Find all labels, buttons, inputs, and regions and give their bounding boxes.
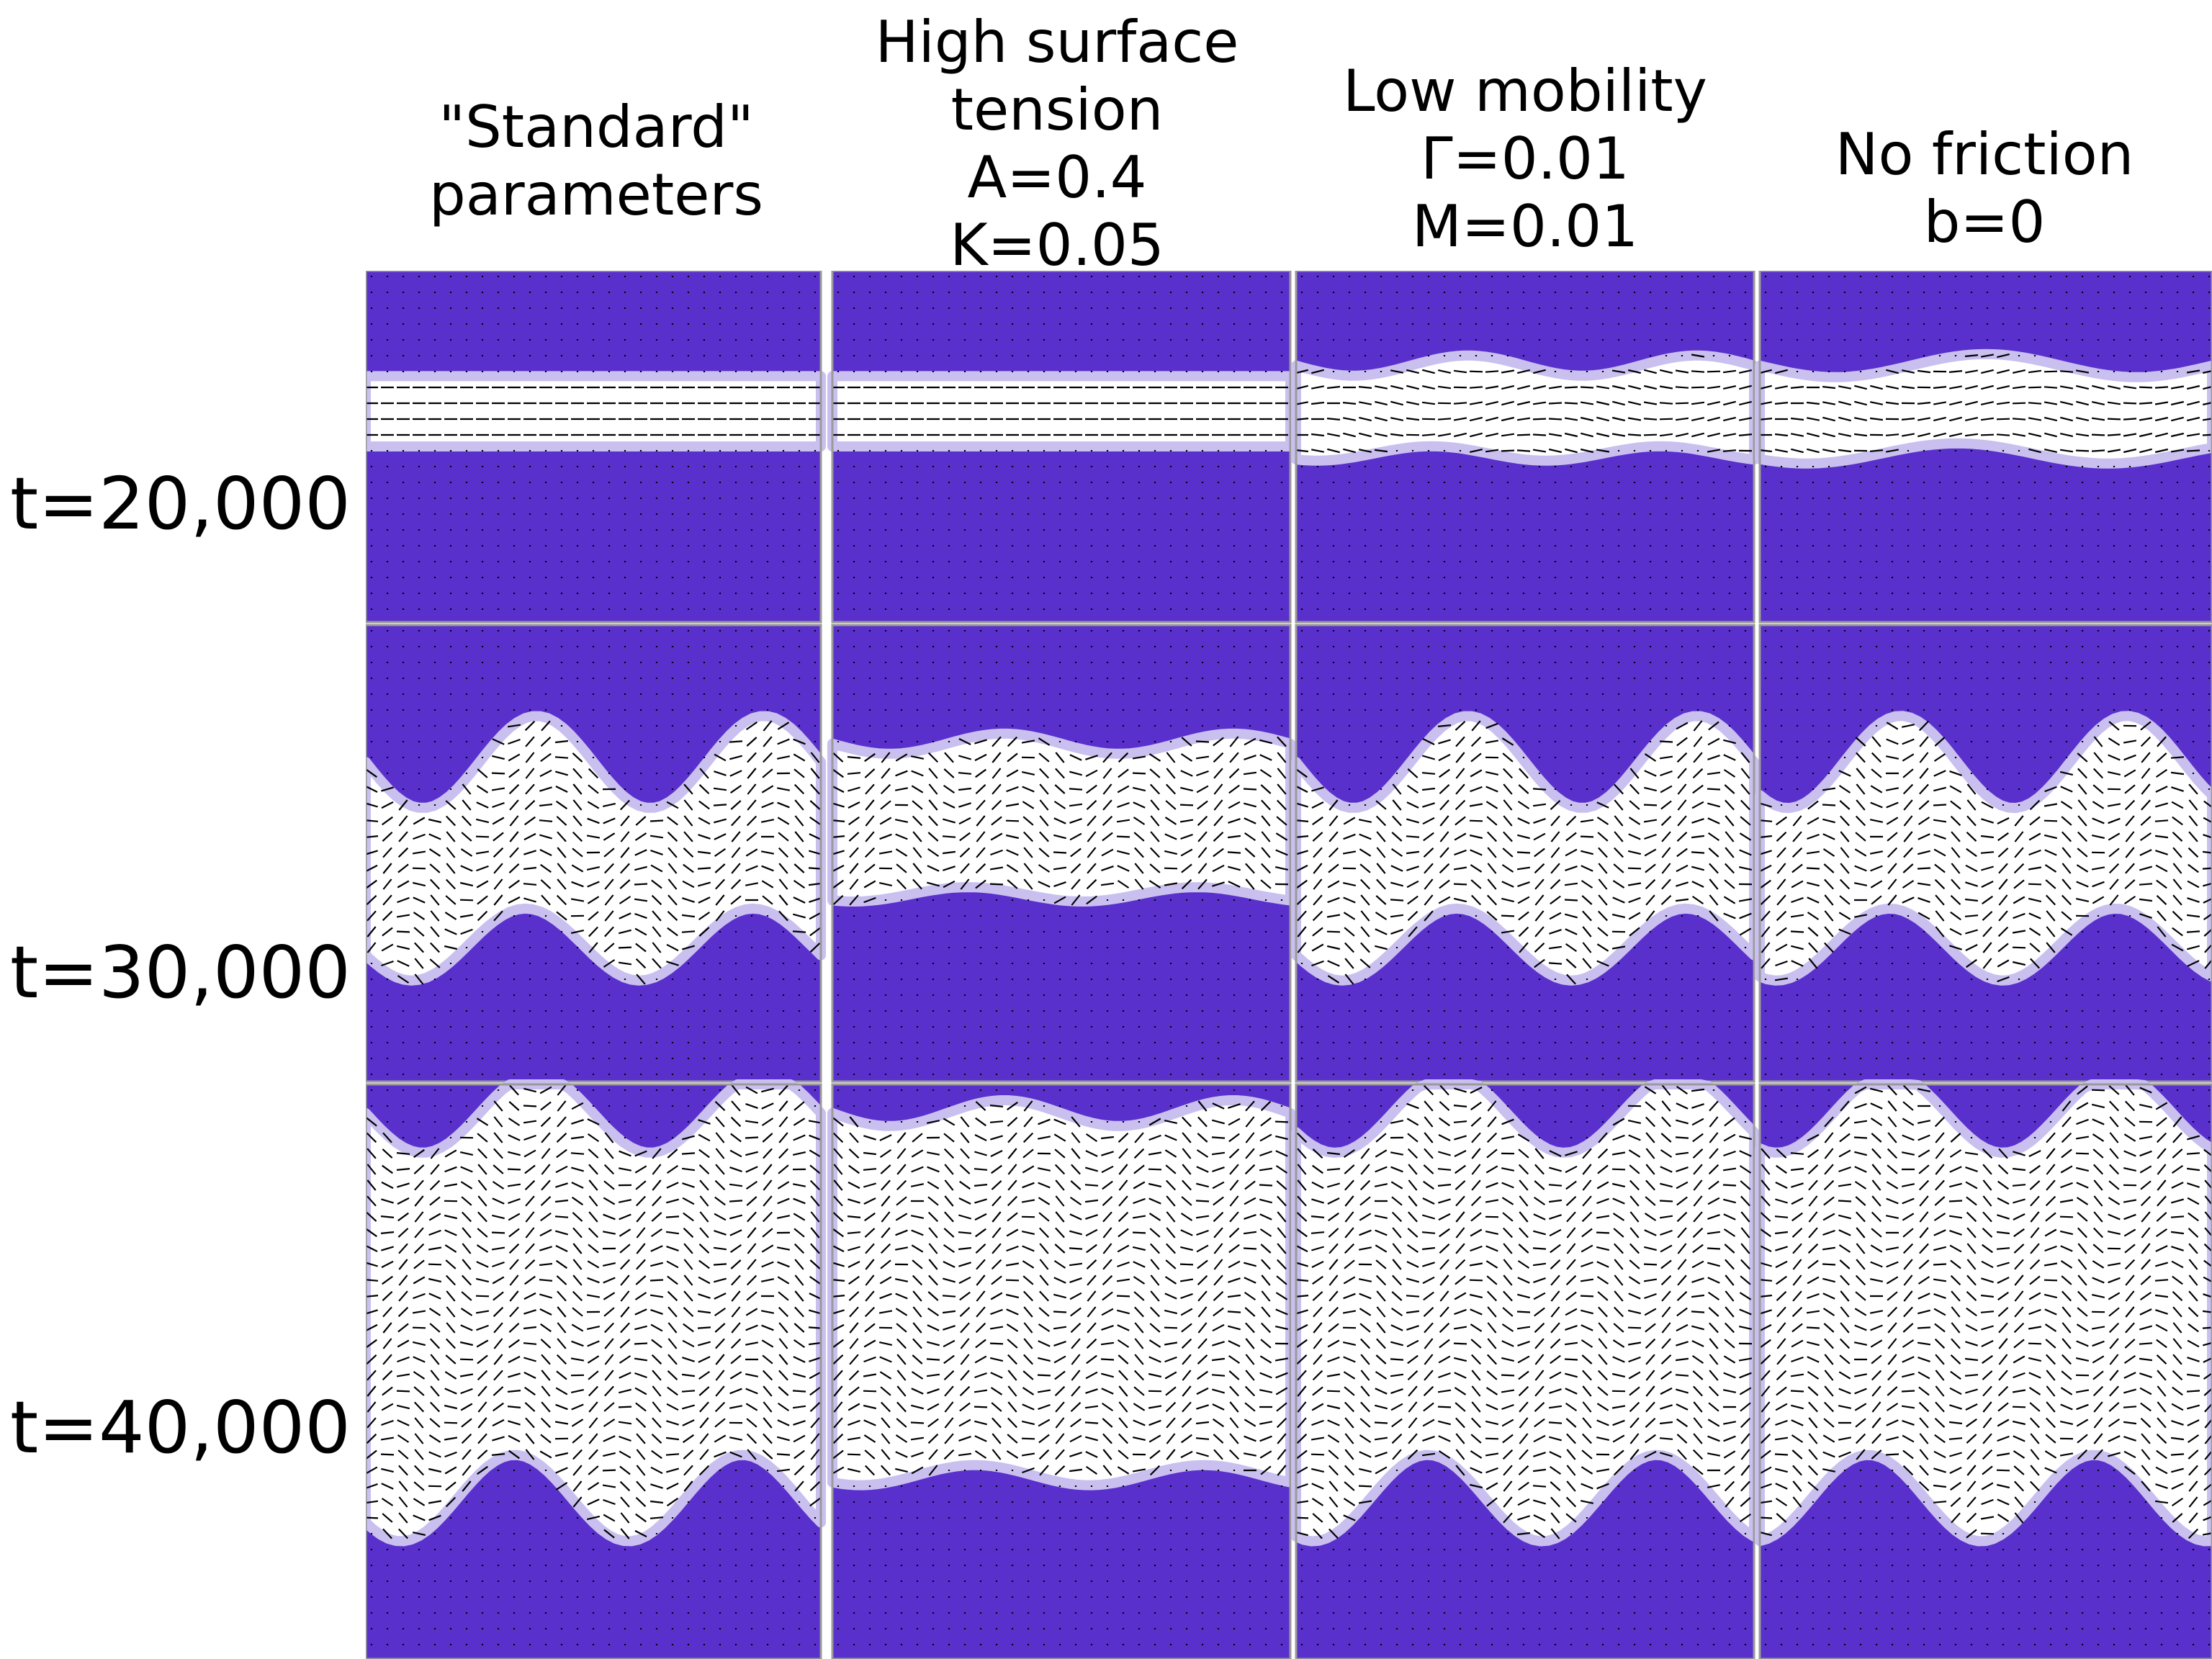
col-title-nf-line2: b=0 bbox=[1923, 189, 2046, 256]
simulation-panel-low-mobility-t30000 bbox=[1291, 624, 1759, 1083]
director-field-dashes bbox=[1295, 630, 1753, 1075]
director-field-dashes bbox=[1758, 1084, 2212, 1645]
col-title-nf-line1: No friction bbox=[1835, 121, 2134, 188]
row-label-t30000: t=30,000 bbox=[10, 930, 351, 1015]
panel-frame bbox=[366, 271, 822, 624]
panel-frame bbox=[366, 624, 822, 1083]
col-title-standard: "Standard" parameters bbox=[373, 94, 819, 229]
panel-frame bbox=[1758, 271, 2212, 624]
panel-frame bbox=[1758, 1083, 2212, 1659]
simulation-panel-high-surface-tension-t40000 bbox=[827, 1083, 1295, 1659]
simulation-panel-standard-t20000 bbox=[366, 271, 826, 624]
director-field-dashes bbox=[1295, 1084, 1753, 1645]
panel-frame bbox=[831, 271, 1292, 624]
panel-frame bbox=[366, 1083, 822, 1659]
col-title-lm-line3: M=0.01 bbox=[1411, 193, 1639, 260]
panel-frame bbox=[1295, 624, 1755, 1083]
col-title-standard-line1: "Standard" bbox=[439, 94, 754, 161]
col-title-hst-line1: High surface bbox=[875, 9, 1239, 76]
simulation-panel-no-friction-t40000 bbox=[1755, 1079, 2212, 1659]
col-title-hst-line4: K=0.05 bbox=[950, 212, 1164, 279]
director-field-dashes bbox=[1758, 630, 2212, 1075]
simulation-panel-high-surface-tension-t30000 bbox=[827, 624, 1295, 1083]
col-title-hst-line2: tension bbox=[950, 76, 1164, 143]
director-field-dashes bbox=[831, 1089, 1289, 1645]
panel-frame bbox=[1758, 624, 2212, 1083]
simulation-panel-no-friction-t20000 bbox=[1755, 271, 2212, 624]
row-label-t40000: t=40,000 bbox=[10, 1385, 351, 1470]
nematic-band bbox=[1755, 349, 2212, 469]
simulation-panel-standard-t40000 bbox=[366, 1079, 826, 1659]
simulation-panels-grid bbox=[366, 271, 2212, 1659]
col-title-low-mobility: Low mobility Γ=0.01 M=0.01 bbox=[1295, 58, 1755, 261]
col-title-lm-line2: Γ=0.01 bbox=[1421, 125, 1629, 192]
director-field-dashes bbox=[366, 630, 822, 1075]
simulation-panel-low-mobility-t20000 bbox=[1291, 271, 1759, 624]
panel-frame bbox=[1295, 271, 1755, 624]
simulation-panel-standard-t30000 bbox=[366, 624, 826, 1083]
simulation-panel-low-mobility-t40000 bbox=[1291, 1079, 1759, 1659]
simulation-panel-no-friction-t30000 bbox=[1755, 624, 2212, 1083]
panel-frame bbox=[831, 624, 1292, 1083]
col-title-standard-line2: parameters bbox=[428, 161, 764, 228]
director-field-dashes bbox=[1295, 276, 1753, 610]
director-field-dashes bbox=[366, 1084, 822, 1645]
col-title-lm-line1: Low mobility bbox=[1342, 58, 1707, 125]
simulation-panel-high-surface-tension-t20000 bbox=[827, 271, 1295, 624]
director-field-dashes bbox=[832, 276, 1288, 610]
panel-frame bbox=[831, 1083, 1292, 1659]
col-title-hst-line3: A=0.4 bbox=[967, 144, 1147, 211]
director-field-dashes bbox=[366, 276, 822, 610]
col-title-high-surface-tension: High surface tension A=0.4 K=0.05 bbox=[834, 9, 1280, 279]
director-field-dashes bbox=[831, 630, 1289, 1075]
nematic-band bbox=[1755, 711, 2212, 986]
row-label-t20000: t=20,000 bbox=[10, 462, 351, 546]
panel-frame bbox=[1295, 1083, 1755, 1659]
col-title-no-friction: No friction b=0 bbox=[1757, 121, 2212, 256]
director-field-dashes bbox=[1758, 276, 2212, 610]
